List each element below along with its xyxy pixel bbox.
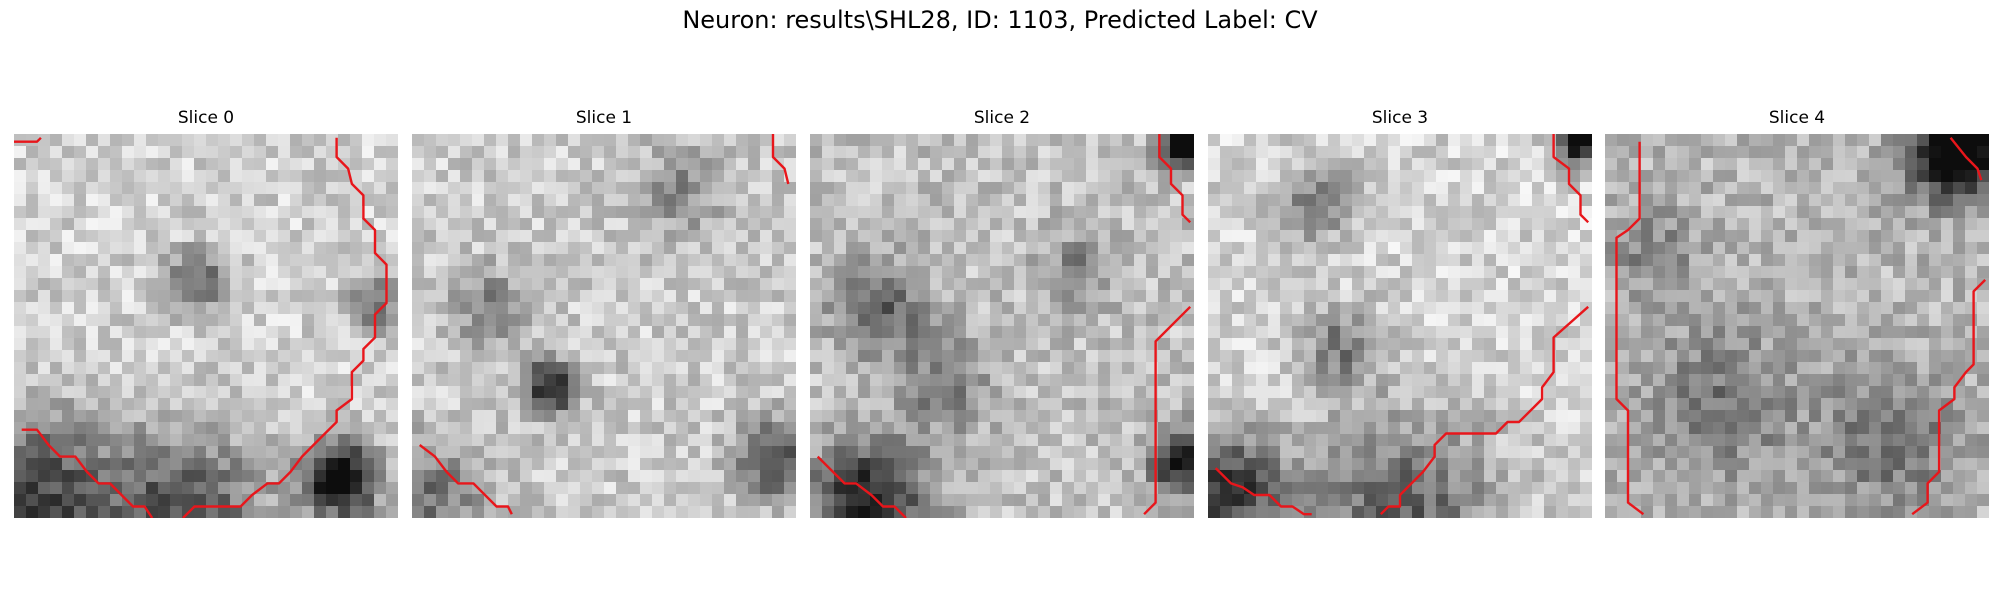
contour-line [1214, 467, 1312, 516]
contour-line [182, 137, 388, 518]
slice-panel-1: Slice 1 [412, 108, 796, 518]
contour-line [1552, 134, 1590, 224]
pixel-texture [1605, 134, 1989, 518]
contour-line [418, 444, 513, 515]
contour-line [1911, 279, 1987, 516]
slice-title: Slice 0 [177, 108, 235, 128]
slice-panel-2: Slice 2 [810, 108, 1194, 518]
figure-title: Neuron: results\SHL28, ID: 1103, Predict… [682, 6, 1318, 34]
contour-line [1379, 305, 1589, 516]
slice-panel-3: Slice 3 [1208, 108, 1592, 518]
pixel-texture [1208, 134, 1592, 518]
slice-image [810, 134, 1194, 518]
contour-line [1615, 141, 1645, 516]
slice-image [1605, 134, 1989, 518]
slice-panel-4: Slice 4 [1605, 108, 1989, 518]
contour-line [1143, 305, 1192, 516]
pixel-texture [412, 134, 796, 518]
contour-line [14, 136, 42, 143]
slice-title: Slice 4 [1768, 108, 1826, 128]
slice-title: Slice 3 [1371, 108, 1429, 128]
contour-line [771, 134, 790, 185]
contour-line [1949, 137, 1983, 181]
pixel-texture [810, 134, 1194, 518]
slice-panel-0: Slice 0 [14, 108, 398, 518]
contour-line [1158, 134, 1192, 224]
slice-image [14, 134, 398, 518]
contour-line [816, 455, 907, 518]
slice-title: Slice 1 [575, 108, 633, 128]
slice-image [412, 134, 796, 518]
slice-title: Slice 2 [973, 108, 1031, 128]
contour-line [21, 428, 154, 518]
slice-image [1208, 134, 1592, 518]
pixel-texture [14, 134, 398, 518]
